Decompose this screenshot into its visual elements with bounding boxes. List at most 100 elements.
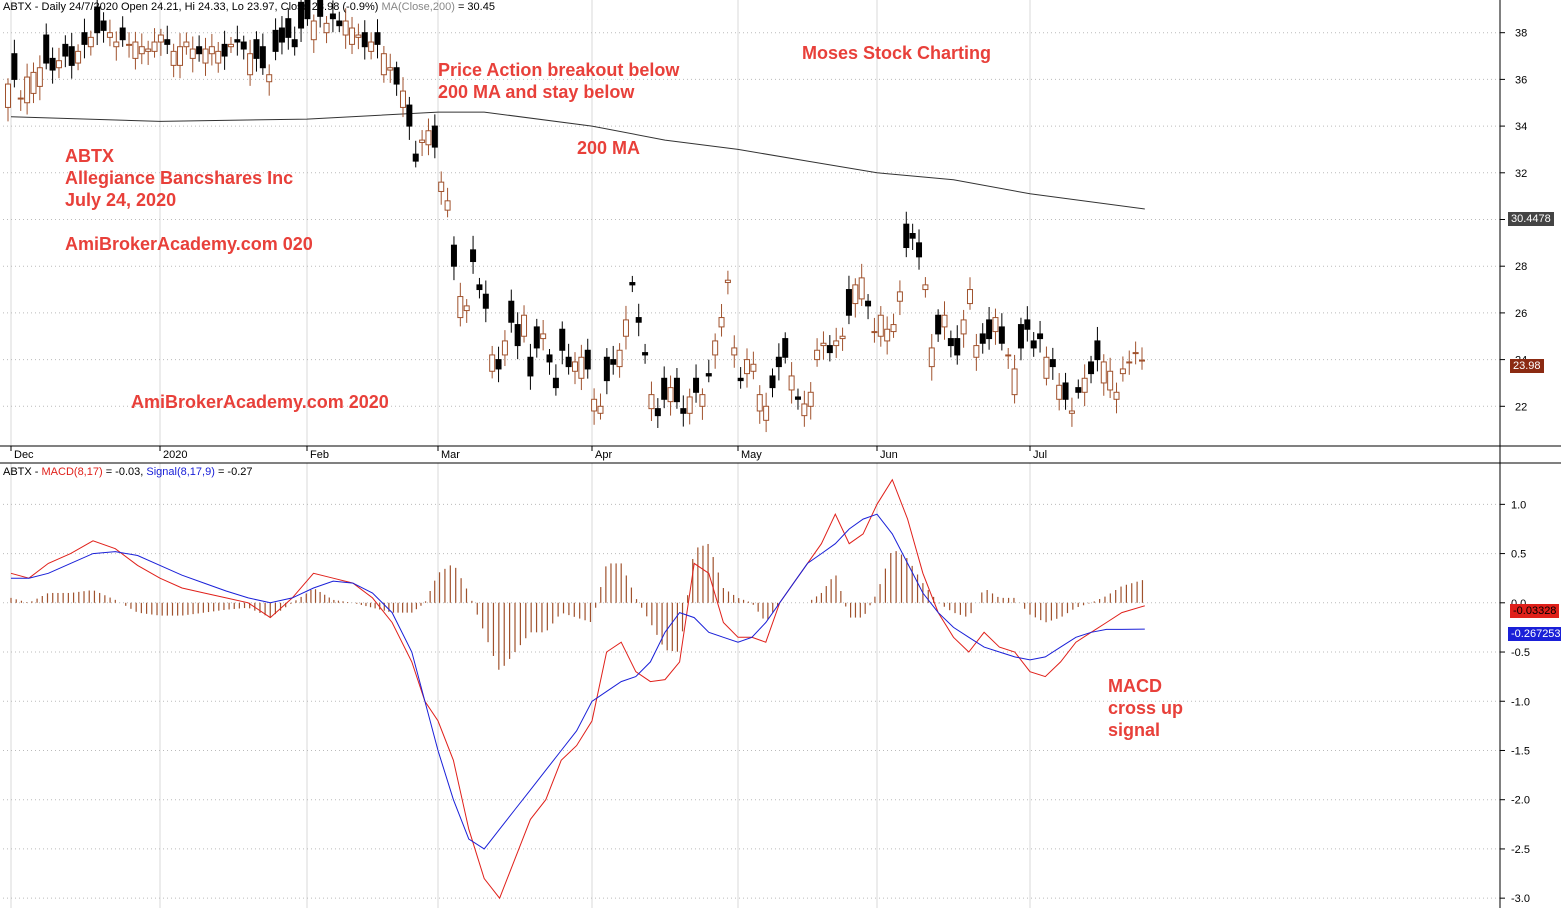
annotation-macd-cross: MACD cross up signal: [1108, 675, 1183, 741]
price-header-text: ABTX - Daily 24/7/2020 Open 24.21, Hi 24…: [3, 1, 379, 13]
candle-body: [329, 13, 336, 20]
candle-body: [151, 41, 158, 52]
candle-body: [788, 375, 795, 391]
signal-line: [11, 513, 1145, 850]
price-ytick-label: 38: [1515, 28, 1527, 40]
candle-body: [317, 0, 324, 17]
candle-body: [935, 314, 942, 335]
candle-body: [941, 314, 948, 328]
signal-header-value: = -0.27: [217, 466, 253, 478]
annotation-date: July 24, 2020: [65, 190, 177, 210]
candle-body: [412, 153, 419, 162]
candle-body: [744, 359, 751, 375]
candle-body: [578, 356, 585, 379]
candle-body: [247, 53, 254, 76]
candle-body: [686, 396, 693, 414]
signal-value-badge: -0.267253: [1508, 627, 1561, 641]
candle-body: [986, 319, 993, 340]
candle-body: [49, 57, 56, 71]
price-ytick-label: 32: [1515, 168, 1527, 180]
macd-ytick-label: -0.5: [1511, 647, 1530, 659]
annotation-breakout-line1: Price Action breakout below: [438, 60, 680, 80]
candle-body: [374, 32, 381, 45]
candle-body: [826, 345, 833, 354]
candle-body: [565, 356, 572, 368]
candle-body: [559, 328, 566, 351]
candle-body: [814, 349, 821, 361]
month-tick-label: Jun: [880, 449, 898, 461]
candle-body: [750, 363, 757, 372]
candle-body: [323, 22, 330, 34]
candle-body: [667, 387, 674, 403]
candle-body: [954, 338, 961, 356]
candle-body: [629, 282, 636, 286]
candle-body: [973, 345, 980, 358]
candle-body: [794, 396, 801, 400]
candle-body: [763, 405, 770, 421]
candle-body: [527, 356, 534, 377]
macd-histogram: [10, 543, 1144, 670]
candle-body: [807, 391, 814, 407]
annotation-brand: Moses Stock Charting: [802, 43, 992, 63]
grid: [3, 0, 1500, 908]
candle-body: [75, 50, 82, 64]
candle-body: [342, 20, 349, 36]
candle-body: [189, 48, 196, 59]
candle-body: [540, 333, 547, 340]
candle-body: [157, 34, 164, 43]
candle-body: [138, 46, 145, 55]
month-tick-label: May: [741, 449, 762, 461]
candle-body: [17, 97, 24, 100]
candle-body: [992, 317, 999, 333]
candle-body: [1126, 361, 1133, 364]
candle-body: [87, 36, 94, 48]
candle-body: [890, 324, 897, 333]
candle-body: [1068, 410, 1075, 414]
ma-header-label: MA(Close,200): [381, 1, 455, 13]
candle-body: [603, 356, 610, 382]
candle-body: [1075, 387, 1082, 393]
candle-body: [610, 359, 617, 365]
candle-body: [259, 46, 266, 69]
candle-body: [521, 314, 528, 337]
candle-body: [1024, 319, 1031, 330]
macd-ytick-label: 0.5: [1511, 549, 1526, 561]
candle-body: [648, 394, 655, 410]
candle-body: [1062, 382, 1069, 400]
annotation-macd-line1: MACD: [1108, 676, 1162, 696]
month-tick-label: Apr: [595, 449, 612, 461]
candle-body: [661, 377, 668, 400]
candle-body: [113, 41, 120, 48]
candle-body: [310, 20, 317, 41]
candle-body: [349, 27, 356, 45]
candle-body: [234, 39, 241, 43]
price-ytick-label: 26: [1515, 308, 1527, 320]
candle-body: [1005, 354, 1012, 357]
candle-body: [1100, 361, 1107, 384]
candle-body: [896, 291, 903, 302]
candle-body: [387, 67, 394, 71]
candle-body: [419, 139, 426, 143]
candle-body: [1113, 391, 1120, 400]
annotation-company: ABTX Allegiance Bancshares Inc July 24, …: [65, 145, 293, 211]
candle-body: [845, 289, 852, 316]
candle-body: [431, 125, 438, 148]
candle-body: [916, 242, 923, 258]
candle-body: [635, 317, 642, 323]
candle-body: [285, 18, 292, 38]
price-ytick-label: 36: [1515, 74, 1527, 86]
candle-body: [457, 296, 464, 319]
candle-body: [5, 83, 11, 108]
candle-body: [450, 244, 457, 267]
candle-body: [36, 67, 43, 87]
candle-body: [852, 284, 859, 305]
macd-header-value: = -0.03,: [105, 466, 144, 478]
macd-ytick-label: -2.0: [1511, 795, 1530, 807]
annotation-macd-line2: cross up: [1108, 698, 1184, 718]
x-axis: Dec 2020 Feb Mar Apr May Jun Jul: [10, 446, 1047, 461]
candle-body: [196, 46, 203, 55]
candle-body: [769, 375, 776, 389]
candle-body: [106, 32, 113, 38]
candle-body: [470, 249, 477, 263]
